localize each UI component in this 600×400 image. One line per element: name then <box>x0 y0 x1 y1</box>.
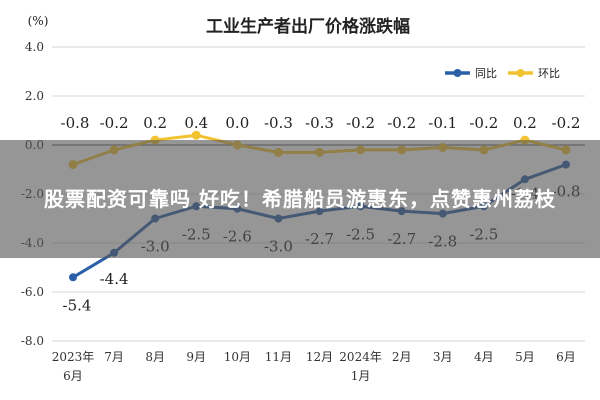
chart-title: 工业生产者出厂价格涨跌幅 <box>206 16 410 37</box>
data-label: -0.1 <box>428 114 457 132</box>
x-tick-label: 8月 <box>145 350 165 364</box>
data-label: -0.2 <box>469 114 498 132</box>
y-tick-label: 4.0 <box>25 40 44 54</box>
x-tick-label: 12月 <box>306 350 333 364</box>
legend: 同比 环比 <box>445 67 560 80</box>
legend-label: 环比 <box>538 67 560 80</box>
data-label: -5.4 <box>63 296 92 314</box>
data-label: -0.2 <box>346 114 375 132</box>
data-label: 0.2 <box>513 114 537 132</box>
data-label: 0.0 <box>225 114 249 132</box>
y-axis-unit-label: (%) <box>28 14 49 28</box>
data-label: -0.2 <box>387 114 416 132</box>
y-tick-label: -8.0 <box>21 334 44 348</box>
x-tick-label: 4月 <box>474 350 494 364</box>
y-tick-label: 2.0 <box>25 89 44 103</box>
data-label: -0.8 <box>61 114 90 132</box>
x-tick-label: 2024年 <box>339 350 382 364</box>
overlay-banner[interactable]: 股票配资可靠吗 好吃！希腊船员游惠东，点赞惠州荔枝 <box>0 140 600 258</box>
data-point <box>69 273 77 282</box>
data-label: 0.2 <box>143 114 167 132</box>
data-label: -0.2 <box>100 114 129 132</box>
data-point <box>191 130 201 140</box>
legend-label: 同比 <box>475 67 497 80</box>
x-tick-label: 10月 <box>224 350 251 364</box>
legend-swatch-marker <box>453 69 462 77</box>
x-axis-ticks: 2023年 6月 7月 8月 9月 10月 11月 12月 2024年 1月 2月 3月 4月 5月 6月 <box>52 350 576 383</box>
data-label: -4.4 <box>100 270 129 288</box>
x-tick-label: 1月 <box>351 369 371 383</box>
data-label: -0.3 <box>264 114 293 132</box>
x-tick-label: 2月 <box>392 350 412 364</box>
data-label: -0.2 <box>552 114 581 132</box>
y-tick-label: -6.0 <box>21 285 44 299</box>
x-tick-label: 3月 <box>433 350 453 364</box>
x-tick-label: 6月 <box>63 369 83 383</box>
data-label: 0.4 <box>184 114 208 132</box>
overlay-banner-text: 股票配资可靠吗 好吃！希腊船员游惠东，点赞惠州荔枝 <box>44 187 556 211</box>
x-tick-label: 11月 <box>265 350 292 364</box>
legend-swatch-marker <box>516 69 525 77</box>
x-tick-label: 7月 <box>104 350 124 364</box>
x-tick-label: 5月 <box>515 350 535 364</box>
data-label: -0.3 <box>305 114 334 132</box>
x-tick-label: 2023年 <box>52 350 95 364</box>
x-tick-label: 9月 <box>186 350 206 364</box>
x-tick-label: 6月 <box>556 350 576 364</box>
